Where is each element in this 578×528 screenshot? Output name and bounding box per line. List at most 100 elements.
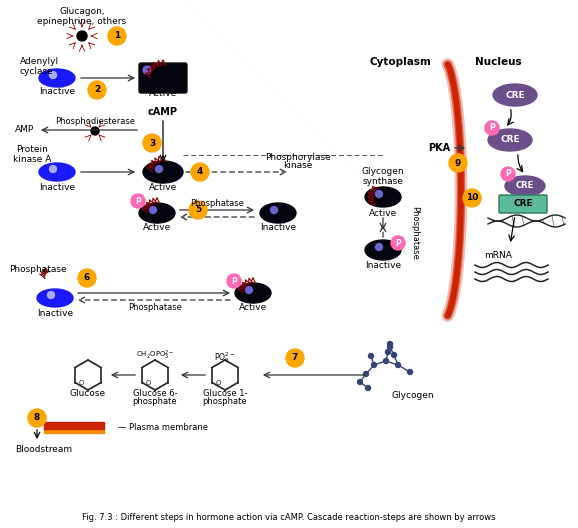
Circle shape — [358, 380, 362, 384]
Text: AMP: AMP — [16, 126, 35, 135]
Text: Fig. 7.3 : Different steps in hormone action via cAMP. Cascade reaction-steps ar: Fig. 7.3 : Different steps in hormone ac… — [82, 514, 496, 523]
Text: Glucose: Glucose — [70, 389, 106, 398]
Circle shape — [227, 274, 241, 288]
Circle shape — [376, 243, 383, 250]
Circle shape — [407, 370, 413, 374]
Circle shape — [143, 134, 161, 152]
Circle shape — [383, 359, 388, 363]
Text: CRE: CRE — [505, 90, 525, 99]
Circle shape — [286, 349, 304, 367]
Circle shape — [246, 287, 253, 294]
Text: Phosphodiesterase: Phosphodiesterase — [55, 118, 135, 127]
Text: Nucleus: Nucleus — [475, 57, 521, 67]
Circle shape — [391, 353, 397, 357]
Circle shape — [387, 344, 392, 350]
Text: CRE: CRE — [513, 200, 533, 209]
Circle shape — [189, 201, 207, 219]
Circle shape — [376, 191, 383, 197]
Text: Active: Active — [143, 223, 171, 232]
Circle shape — [50, 71, 57, 79]
Text: P: P — [489, 124, 495, 133]
Text: Active: Active — [149, 183, 177, 192]
Ellipse shape — [488, 129, 532, 151]
Circle shape — [77, 31, 87, 41]
Text: $\rm PO_3^{2-}$: $\rm PO_3^{2-}$ — [214, 351, 236, 365]
Circle shape — [28, 409, 46, 427]
Ellipse shape — [260, 203, 296, 223]
Text: Inactive: Inactive — [365, 260, 401, 269]
Text: P: P — [231, 277, 237, 286]
Text: Active: Active — [149, 90, 177, 99]
Text: cAMP: cAMP — [148, 107, 178, 117]
Circle shape — [369, 354, 373, 359]
FancyBboxPatch shape — [139, 63, 187, 93]
Text: mRNA: mRNA — [484, 250, 512, 259]
Text: 5: 5 — [195, 205, 201, 214]
Text: Glucose 6-: Glucose 6- — [133, 389, 177, 398]
Text: Inactive: Inactive — [260, 223, 296, 232]
Circle shape — [191, 163, 209, 181]
Text: Phosphorylase: Phosphorylase — [265, 153, 331, 162]
Text: O: O — [79, 380, 84, 386]
Bar — [44, 429, 104, 433]
Text: phosphate: phosphate — [203, 397, 247, 406]
Circle shape — [155, 165, 162, 173]
Text: Active: Active — [369, 209, 397, 218]
Circle shape — [50, 165, 57, 173]
Circle shape — [387, 342, 392, 346]
Circle shape — [108, 27, 126, 45]
Text: O: O — [146, 380, 151, 386]
Text: synthase: synthase — [362, 176, 403, 185]
Circle shape — [395, 363, 401, 367]
Circle shape — [271, 206, 277, 213]
Text: Protein: Protein — [16, 146, 48, 155]
Circle shape — [391, 236, 405, 250]
Text: Phosphatase: Phosphatase — [9, 266, 67, 275]
Text: P: P — [135, 196, 141, 205]
Circle shape — [143, 66, 151, 74]
Circle shape — [365, 385, 370, 391]
Ellipse shape — [139, 203, 175, 223]
Text: Inactive: Inactive — [39, 183, 75, 192]
Text: 7: 7 — [292, 354, 298, 363]
Text: Active: Active — [239, 304, 267, 313]
Circle shape — [372, 363, 376, 367]
Circle shape — [463, 189, 481, 207]
Circle shape — [47, 291, 54, 298]
Text: Phosphatase: Phosphatase — [190, 200, 244, 209]
Circle shape — [150, 206, 157, 213]
Text: 8: 8 — [34, 413, 40, 422]
Circle shape — [131, 194, 145, 208]
Text: Bloodstream: Bloodstream — [15, 446, 72, 455]
Text: CRE: CRE — [500, 136, 520, 145]
Ellipse shape — [143, 161, 183, 183]
Text: cyclase: cyclase — [20, 67, 54, 76]
Ellipse shape — [37, 289, 73, 307]
Text: Cytoplasm: Cytoplasm — [369, 57, 431, 67]
Text: PKA: PKA — [428, 143, 450, 153]
Text: 10: 10 — [466, 193, 478, 203]
FancyBboxPatch shape — [499, 195, 547, 213]
Ellipse shape — [235, 283, 271, 303]
Text: 1: 1 — [114, 32, 120, 41]
Text: 4: 4 — [197, 167, 203, 176]
Circle shape — [449, 154, 467, 172]
Text: Phosphatase: Phosphatase — [128, 303, 182, 312]
Text: O: O — [216, 380, 221, 386]
Text: Phosphatase: Phosphatase — [410, 206, 420, 260]
Text: 9: 9 — [455, 158, 461, 167]
Bar — [44, 422, 104, 429]
Circle shape — [78, 269, 96, 287]
Text: epinephrine, others: epinephrine, others — [38, 16, 127, 25]
Text: CRE: CRE — [516, 182, 534, 191]
Text: 3: 3 — [149, 138, 155, 147]
Text: — Plasma membrane: — Plasma membrane — [118, 422, 208, 431]
Circle shape — [364, 372, 369, 376]
Text: kinase A: kinase A — [13, 155, 51, 164]
Ellipse shape — [365, 187, 401, 207]
Circle shape — [485, 121, 499, 135]
Ellipse shape — [39, 69, 75, 87]
Text: Glucagon,: Glucagon, — [59, 7, 105, 16]
Text: 6: 6 — [84, 274, 90, 282]
Text: $\rm CH_2OPO_3^{2-}$: $\rm CH_2OPO_3^{2-}$ — [136, 348, 174, 362]
